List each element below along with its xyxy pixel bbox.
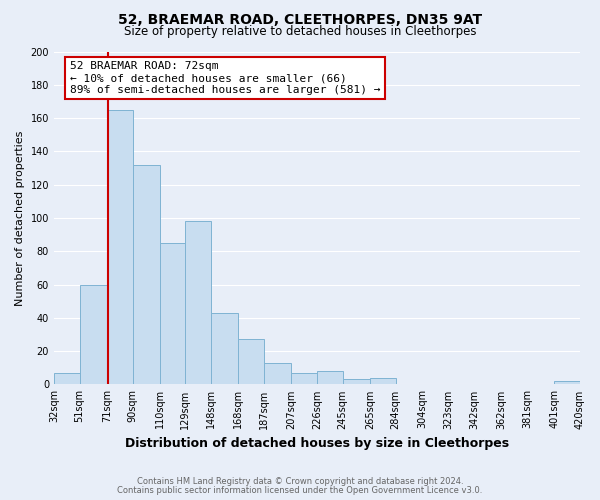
Text: Contains HM Land Registry data © Crown copyright and database right 2024.: Contains HM Land Registry data © Crown c… (137, 477, 463, 486)
Text: 52, BRAEMAR ROAD, CLEETHORPES, DN35 9AT: 52, BRAEMAR ROAD, CLEETHORPES, DN35 9AT (118, 12, 482, 26)
Bar (554, 381, 580, 384)
Bar (343, 380, 370, 384)
Bar (317, 371, 343, 384)
Bar (185, 222, 211, 384)
Text: Size of property relative to detached houses in Cleethorpes: Size of property relative to detached ho… (124, 25, 476, 38)
Bar (370, 378, 395, 384)
Bar (264, 363, 291, 384)
Text: Contains public sector information licensed under the Open Government Licence v3: Contains public sector information licen… (118, 486, 482, 495)
Bar (133, 164, 160, 384)
Bar (107, 110, 133, 384)
Bar (238, 340, 264, 384)
Bar (211, 313, 238, 384)
Bar (80, 284, 107, 384)
Y-axis label: Number of detached properties: Number of detached properties (15, 130, 25, 306)
Bar (160, 243, 185, 384)
X-axis label: Distribution of detached houses by size in Cleethorpes: Distribution of detached houses by size … (125, 437, 509, 450)
Bar (54, 373, 80, 384)
Text: 52 BRAEMAR ROAD: 72sqm
← 10% of detached houses are smaller (66)
89% of semi-det: 52 BRAEMAR ROAD: 72sqm ← 10% of detached… (70, 62, 380, 94)
Bar (291, 373, 317, 384)
